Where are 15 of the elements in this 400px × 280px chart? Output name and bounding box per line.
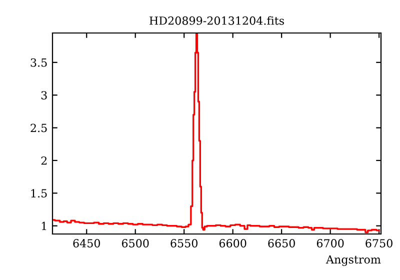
y-tick-label: 3.5 (30, 58, 47, 67)
x-tick-label: 6550 (170, 239, 198, 248)
x-tick-label: 6450 (73, 239, 100, 248)
x-axis-title: Angstrom (326, 255, 381, 266)
x-tick-label: 6650 (268, 239, 295, 248)
x-tick-label: 6700 (316, 239, 344, 248)
x-tick-label: 6600 (219, 239, 246, 248)
chart-title: HD20899-20131204.fits (150, 16, 284, 25)
y-tick-label: 2 (41, 156, 47, 165)
y-tick-label: 1 (42, 222, 46, 230)
y-tick-label: 2.5 (30, 124, 47, 132)
y-tick-label: 3 (41, 91, 47, 100)
x-tick-label: 6500 (122, 239, 149, 248)
x-tick-label: 6750 (366, 239, 392, 248)
y-tick-label: 1.5 (31, 189, 47, 198)
